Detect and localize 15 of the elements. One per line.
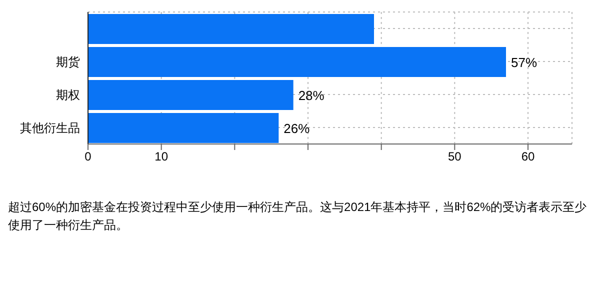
x-tick-label: 10	[154, 150, 168, 164]
data-label: 26%	[284, 121, 310, 136]
bar	[88, 80, 294, 110]
x-tick-label: 0	[84, 150, 92, 164]
y-tick-label: 其他衍生品	[20, 120, 80, 135]
x-tick-label: 50	[448, 150, 462, 164]
y-tick-label: 期货	[56, 54, 80, 69]
y-tick-label: 期权	[56, 88, 80, 102]
bar	[88, 14, 374, 44]
bar	[88, 113, 279, 143]
x-tick-label: 60	[521, 150, 535, 164]
data-label: 57%	[511, 55, 538, 70]
data-label: 28%	[298, 88, 325, 103]
bar	[88, 47, 506, 77]
text: 超过60%的加密基金在投资过程中至少使用一种衍生产品。这与2021年基本持平，当时62%的受访者表示至少使用了一种衍生产品。	[8, 199, 588, 234]
